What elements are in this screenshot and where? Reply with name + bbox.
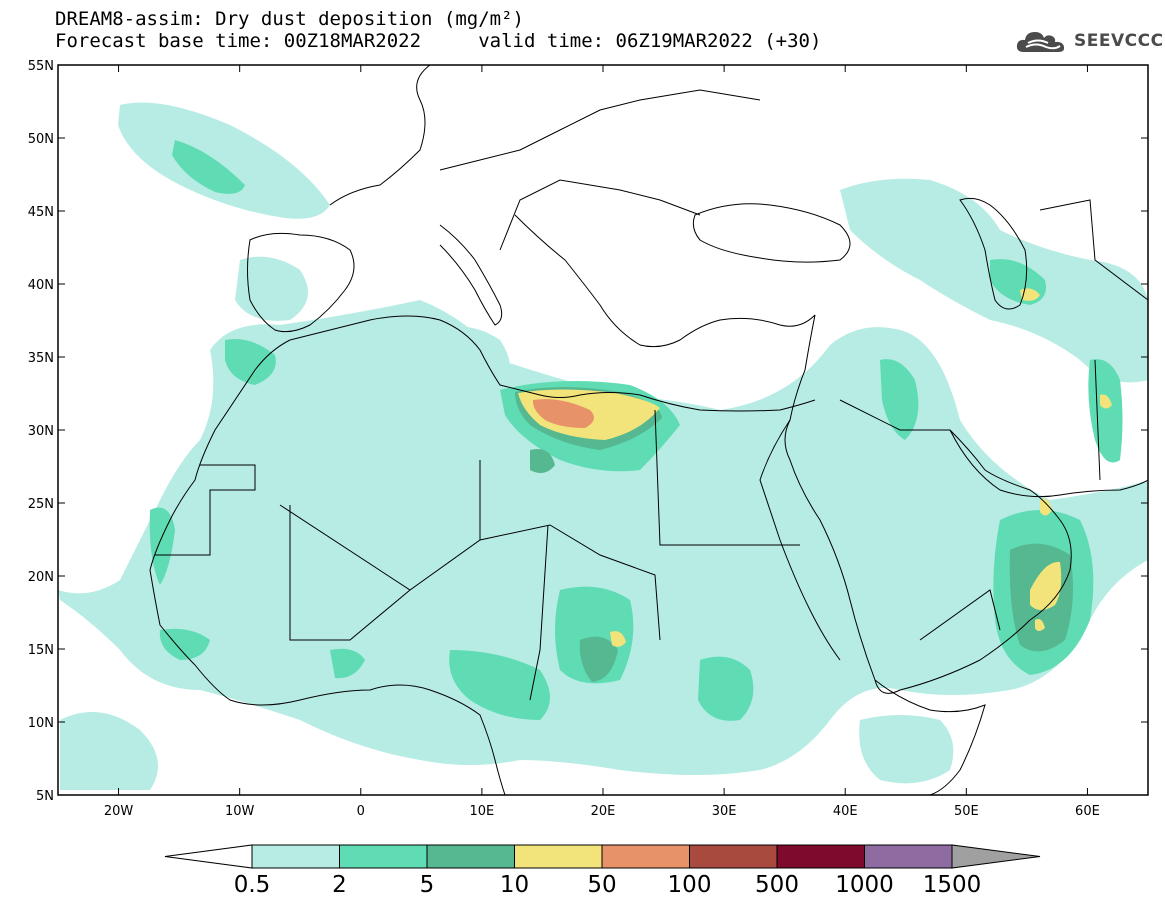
lon-tick-label: 10W [225,804,255,819]
colorbar-label: 2 [332,872,347,898]
colorbar-label: 10 [500,872,529,898]
cloud-icon [1016,32,1065,52]
colorbar-label: 1000 [835,872,894,898]
map-title: DREAM8-assim: Dry dust deposition (mg/m²… [55,8,524,30]
colorbar-segment [776,844,865,869]
lat-tick-label: 10N [28,716,54,731]
lon-tick-label: 0 [357,804,365,819]
longitude-axis: 20W 10W 0 10E 20E 30E 40E 50E 60E [104,65,1100,819]
colorbar-high-triangle [951,844,1041,869]
coastlines-borders [149,65,1148,795]
lat-tick-label: 40N [28,278,54,293]
logo-text: SEEVCCC [1074,31,1164,51]
lat-tick-label: 25N [28,497,54,512]
lon-tick-label: 10E [470,804,495,819]
colorbar-segment [864,844,953,869]
colorbar-segment [339,844,428,869]
lat-tick-label: 45N [28,205,54,220]
colorbar-segment [426,844,515,869]
lat-tick-label: 20N [28,570,54,585]
deposition-shading [58,102,1148,790]
lon-tick-label: 50E [954,804,979,819]
forecast-time-line: Forecast base time: 00Z18MAR2022 valid t… [55,30,822,52]
colorbar: 0.5 2 5 10 50 100 500 1000 1500 [164,844,1041,898]
deposition-level-50 [532,399,594,428]
lon-tick-label: 20W [104,804,134,819]
lat-tick-label: 30N [28,424,54,439]
lon-tick-label: 30E [712,804,737,819]
colorbar-label: 5 [420,872,435,898]
lon-tick-label: 40E [833,804,858,819]
colorbar-segment [601,844,690,869]
lat-tick-label: 35N [28,351,54,366]
lat-tick-label: 55N [28,59,54,74]
colorbar-label: 500 [755,872,799,898]
colorbar-label: 1500 [923,872,982,898]
colorbar-label: 0.5 [234,872,271,898]
seevccc-logo: SEEVCCC [1016,26,1164,56]
colorbar-segment [689,844,778,869]
colorbar-segment [514,844,603,869]
lat-tick-label: 5N [36,789,54,804]
lat-tick-label: 50N [28,132,54,147]
colorbar-low-triangle [164,844,253,869]
lon-tick-label: 60E [1075,804,1100,819]
lat-tick-label: 15N [28,643,54,658]
lon-tick-label: 20E [591,804,616,819]
latitude-axis: 55N 50N 45N 40N 35N 30N 25N 20N 15N 10N 5N [28,59,1148,804]
colorbar-label: 100 [668,872,712,898]
colorbar-segment [251,844,340,869]
colorbar-label: 50 [587,872,616,898]
